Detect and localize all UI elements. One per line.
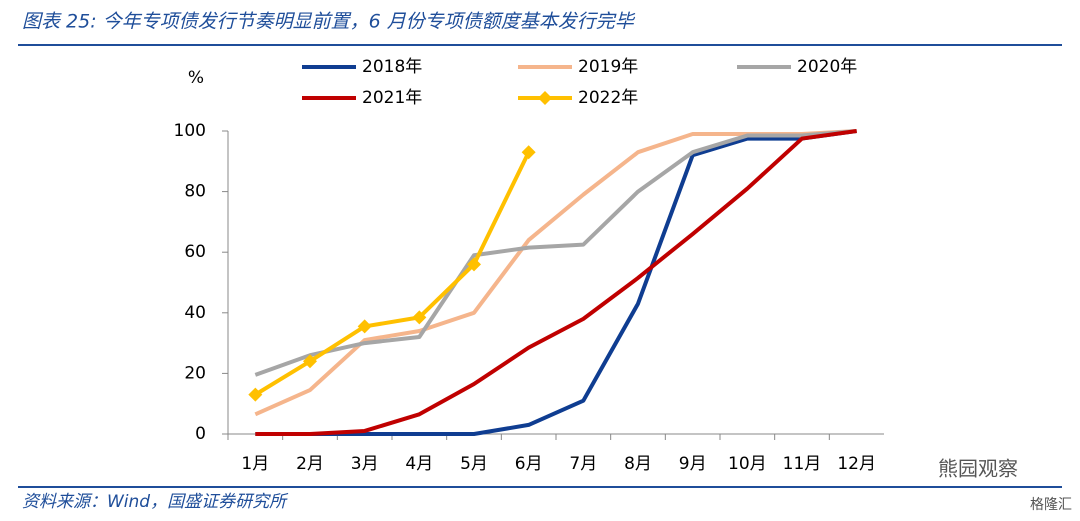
marker xyxy=(303,354,317,369)
marker xyxy=(412,310,427,325)
line xyxy=(254,129,857,377)
x-tick-label: 2月 xyxy=(296,454,324,474)
y-tick-label: 20 xyxy=(184,363,206,383)
marker xyxy=(357,319,372,334)
line xyxy=(254,151,531,397)
legend-label: 2022年 xyxy=(578,88,638,108)
marker xyxy=(467,257,481,272)
x-tick-label: 10月 xyxy=(728,454,767,474)
legend-label: 2018年 xyxy=(362,57,422,77)
x-tick-label: 8月 xyxy=(624,454,652,474)
x-tick-label: 7月 xyxy=(569,454,597,474)
y-tick-label: 40 xyxy=(184,303,206,323)
legend-marker xyxy=(538,91,552,105)
legend-label: 2021年 xyxy=(362,88,422,108)
x-tick-label: 3月 xyxy=(351,454,379,474)
x-tick-label: 11月 xyxy=(783,454,822,474)
watermark: 格隆汇 xyxy=(1030,497,1072,513)
y-tick-label: 100 xyxy=(174,121,206,141)
y-tick-label: 60 xyxy=(184,242,206,262)
x-tick-label: 4月 xyxy=(405,454,433,474)
chart-title: 图表 25: 今年专项债发行节奏明显前置，6 月份专项债额度基本发行完毕 xyxy=(22,11,636,33)
x-tick-label: 5月 xyxy=(460,454,488,474)
x-tick-label: 1月 xyxy=(241,454,269,474)
line xyxy=(255,129,857,436)
legend-label: 2020年 xyxy=(797,57,857,77)
x-tick-label: 6月 xyxy=(515,454,543,474)
y-axis-label: % xyxy=(188,68,204,88)
marker xyxy=(248,387,263,402)
source: 资料来源：Wind，国盛证券研究所 xyxy=(22,492,289,512)
marker xyxy=(521,145,536,160)
line xyxy=(255,129,857,436)
x-tick-label: 9月 xyxy=(679,454,707,474)
y-tick-label: 0 xyxy=(195,424,206,444)
y-tick-label: 80 xyxy=(184,182,206,202)
x-tick-label: 12月 xyxy=(837,454,876,474)
watermark: 熊园观察 xyxy=(938,457,1018,481)
legend-label: 2019年 xyxy=(578,57,638,77)
